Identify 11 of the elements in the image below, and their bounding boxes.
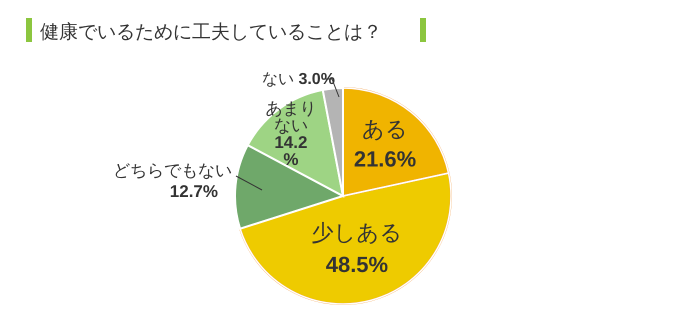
slice-label: 少しある: [311, 220, 402, 245]
data-label: 12.7%: [170, 182, 218, 201]
slice-label: ある: [362, 116, 408, 142]
slice-label: どちらでもない: [113, 161, 232, 180]
chart-title: 健康でいるために工夫していることは？: [40, 21, 382, 43]
data-label: 14.2%: [274, 132, 308, 169]
slice-label: あまりない: [265, 98, 316, 135]
data-label: 48.5%: [326, 252, 388, 277]
slice-label: ない: [262, 71, 298, 88]
data-label: 3.0%: [298, 71, 335, 88]
data-label: 21.6%: [354, 146, 416, 172]
